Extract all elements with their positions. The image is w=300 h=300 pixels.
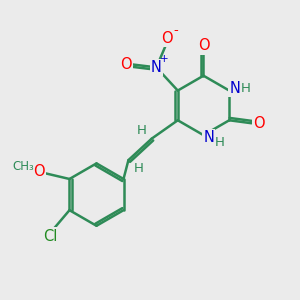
Text: O: O (120, 57, 132, 72)
Text: H: H (215, 136, 225, 149)
Text: H: H (241, 82, 250, 95)
Text: H: H (137, 124, 147, 137)
Text: -: - (173, 24, 178, 37)
Text: Cl: Cl (43, 229, 57, 244)
Text: N: N (151, 60, 162, 75)
Text: O: O (33, 164, 45, 179)
Text: N: N (203, 130, 214, 145)
Text: CH₃: CH₃ (12, 160, 34, 173)
Text: +: + (160, 54, 169, 64)
Text: methoxy: methoxy (22, 162, 28, 164)
Text: O: O (253, 116, 265, 131)
Text: H: H (134, 162, 144, 175)
Text: N: N (229, 81, 240, 96)
Text: O: O (161, 31, 172, 46)
Text: O: O (198, 38, 209, 53)
